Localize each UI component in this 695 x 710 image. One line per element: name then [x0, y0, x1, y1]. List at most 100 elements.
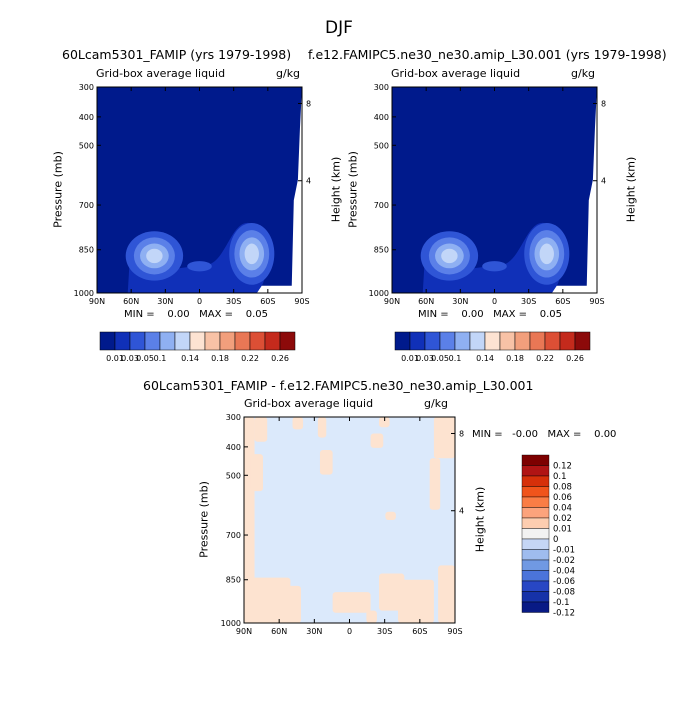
- colorbar-swatch: [424, 331, 441, 351]
- y-tick-label: 850: [374, 246, 389, 255]
- x-tick-label: 0: [197, 297, 202, 306]
- y-right-tick-label: 4: [601, 177, 606, 186]
- positive-diff-patch-5: [317, 417, 327, 438]
- colorbar-label: -0.08: [553, 588, 575, 598]
- positive-diff-patch-4: [292, 417, 304, 430]
- y-tick-label: 500: [79, 141, 94, 150]
- colorbar-swatch: [439, 331, 456, 351]
- colorbar-swatch: [559, 331, 576, 351]
- colorbar-swatch: [409, 331, 426, 351]
- panel3-field: [244, 417, 455, 623]
- contour-blob-2-level-5: [542, 248, 551, 260]
- colorbar-swatch: [454, 331, 471, 351]
- colorbar-swatch: [499, 331, 516, 351]
- colorbar-label: 0.18: [211, 354, 229, 363]
- y-tick-label: 700: [79, 201, 94, 210]
- positive-diff-patch-14: [332, 592, 371, 613]
- no-data-region: [256, 87, 302, 293]
- panel1-subtitle-right: g/kg: [276, 67, 301, 80]
- y-tick-label: 1000: [221, 619, 241, 628]
- colorbar-swatch: [159, 331, 176, 351]
- x-tick-label: 30S: [377, 627, 392, 636]
- colorbar-swatch: [114, 331, 131, 351]
- y-right-tick-label: 8: [306, 99, 311, 108]
- colorbar-label: -0.06: [553, 577, 575, 587]
- colorbar-label: -0.12: [553, 609, 575, 619]
- colorbar-label: 0.05: [136, 354, 154, 363]
- panel1-subtitle-left: Grid-box average liquid: [96, 67, 226, 80]
- colorbar-label: 0.22: [536, 354, 554, 363]
- colorbar-swatch: [99, 331, 116, 351]
- x-tick-label: 90N: [236, 627, 252, 636]
- panel2-colorbar: 0.010.030.05 0.1 0.14 0.18 0.22 0.26: [394, 331, 591, 363]
- x-tick-label: 60S: [555, 297, 570, 306]
- positive-diff-patch-13: [275, 585, 301, 623]
- panel2-subtitle-left: Grid-box average liquid: [391, 67, 521, 80]
- colorbar-label: -0.01: [553, 546, 575, 556]
- colorbar-label: 0.04: [553, 504, 572, 514]
- colorbar-swatch: [144, 331, 161, 351]
- panel3-title: 60Lcam5301_FAMIP - f.e12.FAMIPC5.ne30_ne…: [143, 378, 534, 393]
- colorbar-swatch: [204, 331, 221, 351]
- contour-blob-2-level-5: [247, 248, 256, 260]
- x-tick-label: 30N: [157, 297, 173, 306]
- y-tick-label: 400: [374, 113, 389, 122]
- colorbar-label: 0.03: [121, 354, 139, 363]
- positive-diff-patch-3: [250, 454, 263, 492]
- colorbar-swatch: [174, 331, 191, 351]
- panel3-colorbar: 0.120.10.080.060.040.020.010-0.01-0.02-0…: [521, 454, 575, 619]
- contour-tropical: [482, 261, 507, 272]
- y-tick-label: 700: [374, 201, 389, 210]
- colorbar-label: 0.01: [401, 354, 419, 363]
- colorbar-swatch: [521, 591, 550, 603]
- season-title: DJF: [325, 18, 353, 38]
- no-data-region: [551, 87, 597, 293]
- colorbar-swatch: [521, 580, 550, 592]
- x-tick-label: 0: [492, 297, 497, 306]
- colorbar-swatch: [279, 331, 296, 351]
- colorbar-swatch: [544, 331, 561, 351]
- panel1-stats: MIN = 0.00 MAX = 0.05: [124, 309, 268, 320]
- colorbar-label: -0.1: [553, 598, 570, 608]
- y-right-tick-label: 4: [459, 507, 464, 516]
- colorbar-swatch: [521, 496, 550, 508]
- y-tick-label: 850: [79, 246, 94, 255]
- positive-diff-patch-10: [429, 458, 441, 510]
- colorbar-label: 0.01: [106, 354, 124, 363]
- panel2-field: [392, 87, 597, 293]
- colorbar-label: 0.14: [476, 354, 494, 363]
- y-tick-label: 700: [226, 531, 241, 540]
- panel3-subtitle-right: g/kg: [424, 397, 449, 410]
- panel1-title: 60Lcam5301_FAMIP (yrs 1979-1998): [62, 47, 292, 62]
- y-right-tick-label: 8: [459, 429, 464, 438]
- positive-diff-patch-8: [379, 417, 390, 428]
- y-tick-label: 300: [79, 83, 94, 92]
- colorbar-label: 0.02: [553, 514, 572, 524]
- colorbar-label: 0.08: [553, 483, 572, 493]
- colorbar-swatch: [129, 331, 146, 351]
- x-tick-label: 30N: [306, 627, 322, 636]
- colorbar-label: -0.02: [553, 556, 575, 566]
- colorbar-swatch: [521, 601, 550, 613]
- colorbar-label: 0.18: [506, 354, 524, 363]
- colorbar-label: 0.01: [553, 525, 572, 535]
- panel2-axes: 90N 60N 30N 0 30S 60S 90S 300 400 500 700 850 1000 8 4: [369, 83, 606, 306]
- colorbar-swatch: [234, 331, 251, 351]
- positive-diff-patch-7: [370, 433, 384, 448]
- contour-tropical: [187, 261, 212, 272]
- colorbar-swatch: [249, 331, 266, 351]
- x-tick-label: 30N: [452, 297, 468, 306]
- panel2-title: f.e12.FAMIPC5.ne30_ne30.amip_L30.001 (yr…: [308, 47, 667, 62]
- colorbar-label: 0.14: [181, 354, 199, 363]
- x-tick-label: 60N: [123, 297, 139, 306]
- colorbar-swatch: [484, 331, 501, 351]
- y-tick-label: 400: [226, 443, 241, 452]
- colorbar-swatch: [521, 475, 550, 487]
- y-right-tick-label: 8: [601, 99, 606, 108]
- positive-diff-patch-6: [319, 449, 333, 475]
- colorbar-swatch: [521, 486, 550, 498]
- x-tick-label: 60S: [260, 297, 275, 306]
- colorbar-swatch: [521, 454, 550, 466]
- x-tick-label: 30S: [521, 297, 536, 306]
- colorbar-label: 0.03: [416, 354, 434, 363]
